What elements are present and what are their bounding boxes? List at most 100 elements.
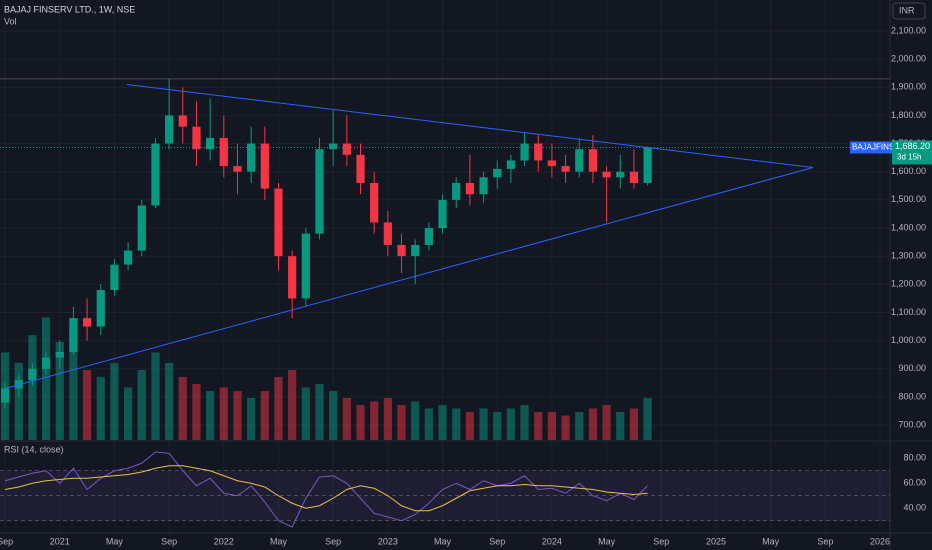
volume-bar bbox=[383, 398, 392, 440]
y-tick-label: 2,000.00 bbox=[891, 53, 926, 63]
candle-body bbox=[274, 188, 283, 257]
trendline bbox=[126, 83, 814, 168]
volume-bar bbox=[151, 352, 160, 440]
candle-body bbox=[411, 244, 420, 257]
volume-bar bbox=[643, 398, 652, 440]
last-price-label: 1,686.20 bbox=[895, 141, 930, 151]
volume-bar bbox=[547, 412, 557, 440]
candle-body bbox=[616, 171, 625, 178]
volume-bar bbox=[479, 408, 488, 440]
y-tick-label: 1,000.00 bbox=[891, 335, 926, 345]
volume-bar bbox=[123, 387, 133, 440]
y-tick-label: 1,500.00 bbox=[891, 194, 926, 204]
candle-body bbox=[137, 205, 146, 251]
rsi-tick-label: 60.00 bbox=[903, 478, 926, 488]
rsi-line bbox=[4, 451, 648, 528]
volume-bar bbox=[41, 317, 51, 440]
volume-bar bbox=[342, 398, 351, 440]
volume-bar bbox=[219, 387, 228, 440]
volume-bar bbox=[315, 384, 324, 440]
rsi-label: RSI (14, close) bbox=[4, 444, 64, 454]
volume-bar bbox=[301, 387, 310, 440]
candle-body bbox=[547, 160, 557, 167]
x-tick-label: May bbox=[762, 536, 780, 546]
volume-bar bbox=[438, 405, 447, 440]
volume-bar bbox=[424, 408, 433, 440]
x-tick-label: 2022 bbox=[214, 536, 234, 546]
volume-bar bbox=[233, 391, 242, 440]
volume-bar bbox=[55, 342, 64, 440]
x-tick-label: Sep bbox=[161, 536, 177, 546]
candle-body bbox=[629, 171, 639, 183]
volume-bar bbox=[178, 377, 187, 440]
candle-body bbox=[233, 166, 242, 172]
x-tick-label: Sep bbox=[653, 536, 669, 546]
rsi-tick-label: 40.00 bbox=[903, 503, 926, 513]
volume-label: Vol bbox=[4, 16, 17, 26]
y-tick-label: 700.00 bbox=[898, 419, 926, 429]
x-tick-label: 2026 bbox=[870, 536, 890, 546]
y-tick-label: 900.00 bbox=[898, 363, 926, 373]
volume-bar bbox=[561, 415, 570, 440]
candle-body bbox=[41, 357, 51, 369]
y-tick-label: 1,800.00 bbox=[891, 110, 926, 120]
volume-bar bbox=[397, 405, 406, 440]
candle-body bbox=[438, 199, 447, 229]
y-tick-label: 800.00 bbox=[898, 391, 926, 401]
x-tick-label: May bbox=[598, 536, 616, 546]
x-tick-label: Sep bbox=[0, 536, 13, 546]
candle-body bbox=[452, 182, 461, 200]
x-tick-label: 2023 bbox=[378, 536, 398, 546]
trendline bbox=[4, 167, 814, 389]
candle-body bbox=[247, 143, 256, 172]
x-tick-label: 2025 bbox=[706, 536, 726, 546]
volume-bar bbox=[493, 412, 502, 440]
volume-bar bbox=[192, 384, 201, 440]
candle-body bbox=[534, 143, 543, 161]
candle-body bbox=[479, 177, 488, 195]
volume-bar bbox=[28, 335, 37, 440]
symbol-tag bbox=[850, 141, 892, 154]
volume-bar bbox=[14, 363, 23, 440]
price-tag bbox=[892, 140, 932, 165]
currency[interactable]: INR bbox=[899, 5, 915, 15]
candle-body bbox=[356, 154, 365, 183]
candle-body bbox=[342, 143, 351, 155]
y-tick-label: 1,200.00 bbox=[891, 279, 926, 289]
candle-body bbox=[192, 126, 201, 150]
x-tick-label: Sep bbox=[489, 536, 505, 546]
volume-bar bbox=[247, 398, 256, 440]
volume-bar bbox=[452, 408, 461, 440]
volume-bar bbox=[69, 328, 78, 440]
currency-box[interactable] bbox=[892, 2, 926, 20]
candle-body bbox=[165, 115, 174, 144]
volume-bar bbox=[411, 401, 420, 440]
volume-bar bbox=[602, 405, 611, 440]
candle-body bbox=[69, 318, 78, 352]
candle-body bbox=[506, 160, 515, 169]
candle-body bbox=[383, 222, 392, 245]
volume-bar bbox=[588, 408, 598, 440]
candle-body bbox=[219, 137, 228, 167]
volume-bar bbox=[534, 412, 543, 440]
volume-bar bbox=[329, 391, 338, 440]
volume-bar bbox=[370, 401, 379, 440]
volume-bar bbox=[575, 412, 584, 440]
candle-body bbox=[493, 168, 502, 178]
candle-body bbox=[370, 182, 379, 223]
rsi-ma-line bbox=[4, 465, 648, 512]
candle-body bbox=[561, 166, 570, 172]
volume-bar bbox=[506, 408, 515, 440]
volume-bar bbox=[260, 391, 269, 440]
candle-body bbox=[315, 149, 324, 234]
candle-body bbox=[28, 368, 37, 381]
candle-body bbox=[55, 351, 64, 358]
candle-body bbox=[123, 250, 133, 265]
volume-bar bbox=[96, 377, 105, 440]
y-tick-label: 1,400.00 bbox=[891, 222, 926, 232]
volume-bar bbox=[206, 391, 215, 440]
candle-body bbox=[520, 143, 529, 161]
